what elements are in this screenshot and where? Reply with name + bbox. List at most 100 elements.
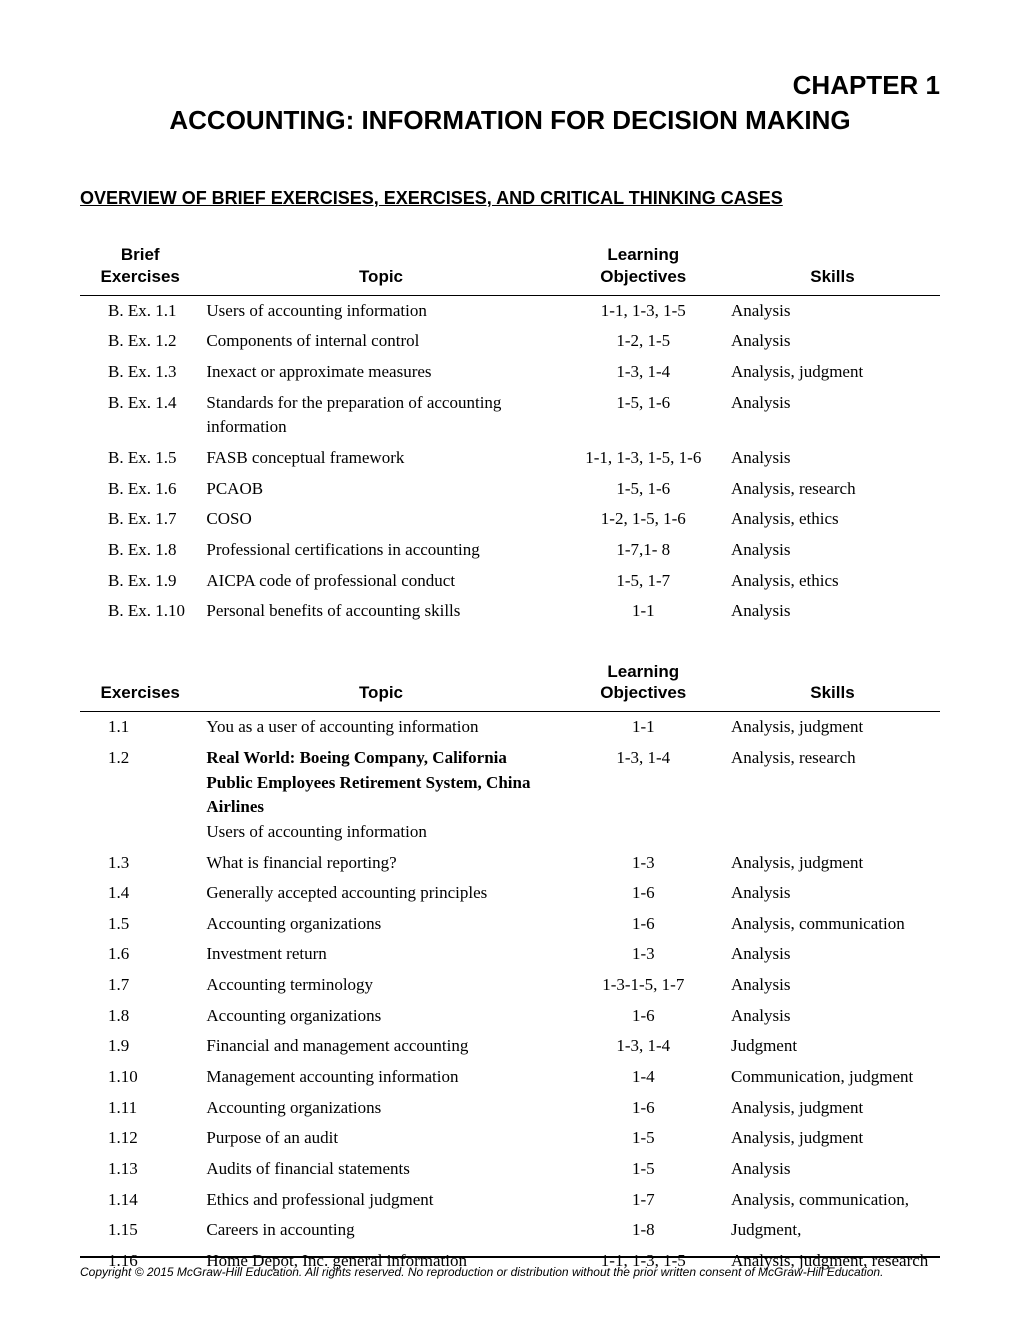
cell-topic: Accounting terminology bbox=[200, 970, 561, 1001]
cell-skill: Analysis bbox=[725, 326, 940, 357]
cell-skill: Analysis, judgment bbox=[725, 1123, 940, 1154]
col-header-topic: Topic bbox=[200, 657, 561, 712]
table-row: 1.8Accounting organizations1-6Analysis bbox=[80, 1001, 940, 1032]
cell-skill: Analysis bbox=[725, 970, 940, 1001]
cell-ex: B. Ex. 1.8 bbox=[80, 535, 200, 566]
cell-skill: Analysis bbox=[725, 1001, 940, 1032]
cell-skill: Analysis, ethics bbox=[725, 566, 940, 597]
cell-obj: 1-1 bbox=[562, 712, 725, 743]
col-header-ex: Exercises bbox=[80, 657, 200, 712]
cell-ex: B. Ex. 1.4 bbox=[80, 388, 200, 443]
table-row: B. Ex. 1.2Components of internal control… bbox=[80, 326, 940, 357]
cell-topic: Careers in accounting bbox=[200, 1215, 561, 1246]
cell-topic: Accounting organizations bbox=[200, 909, 561, 940]
cell-obj: 1-6 bbox=[562, 1093, 725, 1124]
cell-skill: Analysis bbox=[725, 388, 940, 443]
copyright: Copyright © 2015 McGraw-Hill Education. … bbox=[80, 1256, 940, 1280]
cell-skill: Analysis, judgment bbox=[725, 712, 940, 743]
cell-topic: Personal benefits of accounting skills bbox=[200, 596, 561, 627]
cell-obj: 1-6 bbox=[562, 909, 725, 940]
table-row: B. Ex. 1.7COSO1-2, 1-5, 1-6Analysis, eth… bbox=[80, 504, 940, 535]
table-row: 1.9Financial and management accounting1-… bbox=[80, 1031, 940, 1062]
cell-obj: 1-8 bbox=[562, 1215, 725, 1246]
cell-skill: Analysis, communication, bbox=[725, 1185, 940, 1216]
cell-ex: 1.15 bbox=[80, 1215, 200, 1246]
cell-obj: 1-1 bbox=[562, 596, 725, 627]
cell-ex: 1.8 bbox=[80, 1001, 200, 1032]
table-row: 1.6Investment return1-3Analysis bbox=[80, 939, 940, 970]
cell-ex: B. Ex. 1.1 bbox=[80, 295, 200, 326]
table-row: B. Ex. 1.4Standards for the preparation … bbox=[80, 388, 940, 443]
cell-ex: B. Ex. 1.2 bbox=[80, 326, 200, 357]
cell-obj: 1-5 bbox=[562, 1154, 725, 1185]
cell-skill: Analysis bbox=[725, 878, 940, 909]
cell-obj: 1-1, 1-3, 1-5 bbox=[562, 295, 725, 326]
chapter-title: ACCOUNTING: INFORMATION FOR DECISION MAK… bbox=[80, 105, 940, 136]
table-row: 1.14Ethics and professional judgment1-7A… bbox=[80, 1185, 940, 1216]
cell-ex: B. Ex. 1.10 bbox=[80, 596, 200, 627]
cell-topic: FASB conceptual framework bbox=[200, 443, 561, 474]
cell-obj: 1-3, 1-4 bbox=[562, 1031, 725, 1062]
cell-topic: Financial and management accounting bbox=[200, 1031, 561, 1062]
cell-topic: Purpose of an audit bbox=[200, 1123, 561, 1154]
cell-topic: Investment return bbox=[200, 939, 561, 970]
col-header-skill: Skills bbox=[725, 657, 940, 712]
table-row: 1.12Purpose of an audit1-5Analysis, judg… bbox=[80, 1123, 940, 1154]
cell-skill: Analysis, research bbox=[725, 743, 940, 848]
cell-skill: Judgment bbox=[725, 1031, 940, 1062]
table-row: 1.3What is financial reporting?1-3Analys… bbox=[80, 848, 940, 879]
cell-ex: 1.7 bbox=[80, 970, 200, 1001]
table-row: B. Ex. 1.10Personal benefits of accounti… bbox=[80, 596, 940, 627]
cell-skill: Analysis bbox=[725, 443, 940, 474]
cell-obj: 1-5 bbox=[562, 1123, 725, 1154]
cell-ex: B. Ex. 1.7 bbox=[80, 504, 200, 535]
table-row: 1.4Generally accepted accounting princip… bbox=[80, 878, 940, 909]
cell-ex: 1.11 bbox=[80, 1093, 200, 1124]
cell-skill: Analysis bbox=[725, 295, 940, 326]
table-row: 1.15Careers in accounting1-8Judgment, bbox=[80, 1215, 940, 1246]
table-row: 1.2Real World: Boeing Company, Californi… bbox=[80, 743, 940, 848]
cell-topic: Standards for the preparation of account… bbox=[200, 388, 561, 443]
cell-skill: Analysis bbox=[725, 596, 940, 627]
cell-ex: 1.5 bbox=[80, 909, 200, 940]
table-row: 1.1You as a user of accounting informati… bbox=[80, 712, 940, 743]
table-row: B. Ex. 1.9AICPA code of professional con… bbox=[80, 566, 940, 597]
cell-skill: Judgment, bbox=[725, 1215, 940, 1246]
cell-topic: Real World: Boeing Company, California P… bbox=[200, 743, 561, 848]
cell-obj: 1-1, 1-3, 1-5, 1-6 bbox=[562, 443, 725, 474]
cell-skill: Analysis bbox=[725, 535, 940, 566]
cell-ex: B. Ex. 1.3 bbox=[80, 357, 200, 388]
cell-obj: 1-3-1-5, 1-7 bbox=[562, 970, 725, 1001]
cell-obj: 1-5, 1-7 bbox=[562, 566, 725, 597]
cell-obj: 1-4 bbox=[562, 1062, 725, 1093]
cell-topic: Components of internal control bbox=[200, 326, 561, 357]
cell-topic: What is financial reporting? bbox=[200, 848, 561, 879]
section-heading: OVERVIEW OF BRIEF EXERCISES, EXERCISES, … bbox=[80, 186, 940, 210]
cell-obj: 1-5, 1-6 bbox=[562, 388, 725, 443]
cell-ex: 1.6 bbox=[80, 939, 200, 970]
col-header-obj: LearningObjectives bbox=[562, 240, 725, 295]
table-row: B. Ex. 1.6PCAOB1-5, 1-6Analysis, researc… bbox=[80, 474, 940, 505]
cell-topic: Accounting organizations bbox=[200, 1001, 561, 1032]
cell-skill: Analysis bbox=[725, 1154, 940, 1185]
cell-ex: 1.1 bbox=[80, 712, 200, 743]
table-row: B. Ex. 1.5FASB conceptual framework1-1, … bbox=[80, 443, 940, 474]
cell-ex: B. Ex. 1.5 bbox=[80, 443, 200, 474]
table-row: 1.11Accounting organizations1-6Analysis,… bbox=[80, 1093, 940, 1124]
cell-topic: Ethics and professional judgment bbox=[200, 1185, 561, 1216]
cell-topic: You as a user of accounting information bbox=[200, 712, 561, 743]
cell-skill: Analysis, communication bbox=[725, 909, 940, 940]
cell-skill: Analysis, ethics bbox=[725, 504, 940, 535]
table-row: B. Ex. 1.1Users of accounting informatio… bbox=[80, 295, 940, 326]
cell-topic-bold: Real World: Boeing Company, California P… bbox=[206, 748, 530, 816]
chapter-label: CHAPTER 1 bbox=[80, 70, 940, 101]
table-row: 1.7Accounting terminology1-3-1-5, 1-7Ana… bbox=[80, 970, 940, 1001]
brief-exercises-table: BriefExercises Topic LearningObjectives … bbox=[80, 240, 940, 627]
cell-topic: Users of accounting information bbox=[200, 295, 561, 326]
cell-obj: 1-2, 1-5, 1-6 bbox=[562, 504, 725, 535]
cell-ex: 1.12 bbox=[80, 1123, 200, 1154]
cell-topic: Management accounting information bbox=[200, 1062, 561, 1093]
table-row: B. Ex. 1.3Inexact or approximate measure… bbox=[80, 357, 940, 388]
cell-ex: B. Ex. 1.6 bbox=[80, 474, 200, 505]
cell-obj: 1-3, 1-4 bbox=[562, 357, 725, 388]
